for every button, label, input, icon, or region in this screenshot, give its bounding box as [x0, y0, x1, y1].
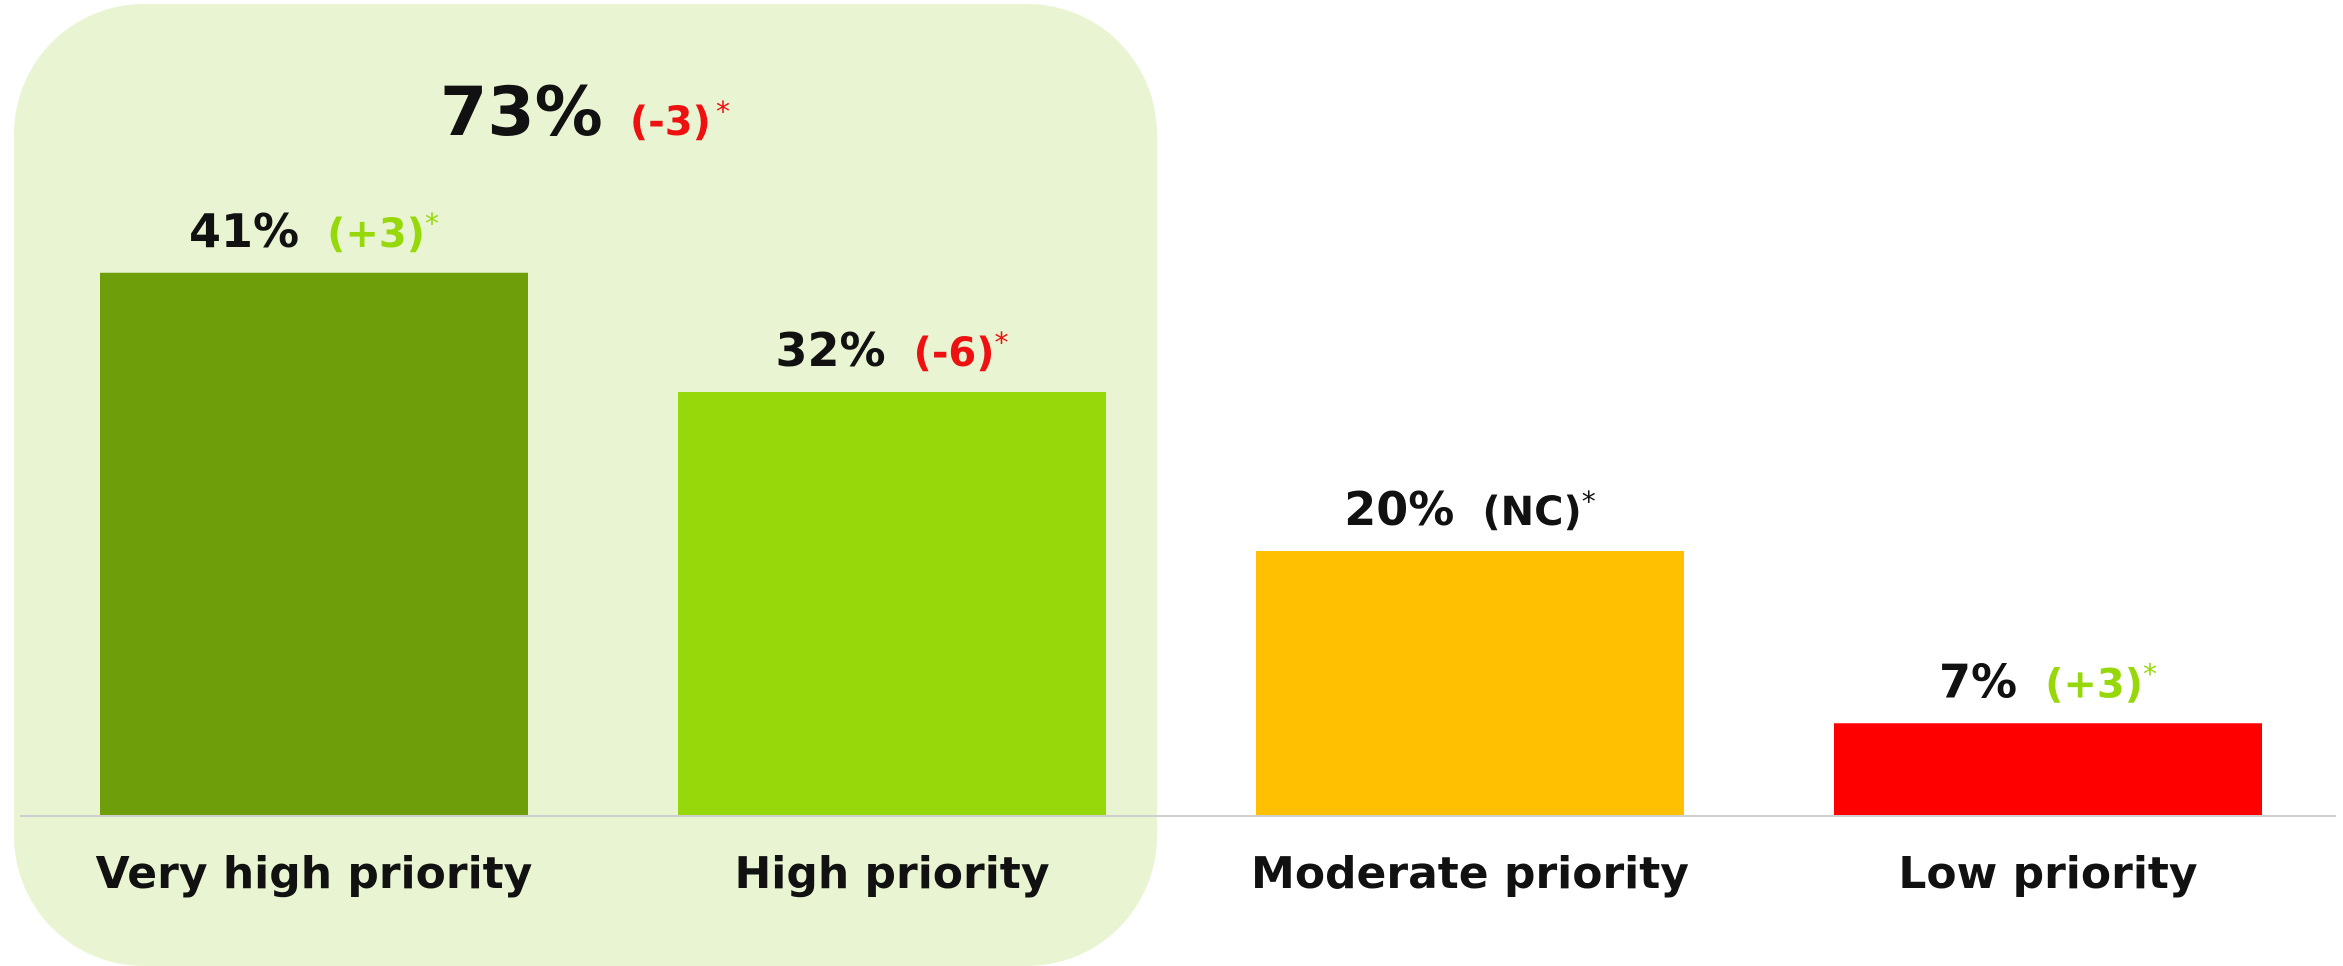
- group-total-label: 73% (-3) *: [440, 73, 730, 152]
- bar-change-marker: *: [425, 207, 439, 240]
- category-label: Very high priority: [96, 848, 533, 899]
- bar-value-label: 20% (NC)*: [1344, 482, 1596, 536]
- bar-change: (NC): [1482, 489, 1581, 535]
- bar-value-label: 32% (-6)*: [775, 323, 1008, 377]
- bar-value-label: 7% (+3)*: [1939, 654, 2157, 708]
- group-total-marker: *: [716, 95, 730, 128]
- bar-change: (-6): [914, 330, 995, 376]
- bar-value: 41%: [189, 204, 299, 258]
- bars-layer: [100, 272, 2262, 816]
- bar-1: [100, 272, 528, 816]
- bar-change-marker: *: [1582, 485, 1596, 518]
- group-total-change: (-3): [630, 99, 711, 145]
- bar-2: [678, 392, 1106, 816]
- bar-value: 7%: [1939, 654, 2017, 708]
- category-label: Moderate priority: [1251, 848, 1689, 899]
- bar-value-label: 41% (+3)*: [189, 204, 439, 258]
- bar-3: [1256, 551, 1684, 816]
- bar-change-marker: *: [995, 326, 1009, 359]
- bar-value: 20%: [1344, 482, 1454, 536]
- bar-change: (+3): [327, 211, 425, 257]
- category-label: High priority: [734, 848, 1049, 899]
- category-label: Low priority: [1898, 848, 2197, 899]
- bar-change: (+3): [2045, 661, 2143, 707]
- bar-change-marker: *: [2143, 657, 2157, 690]
- bar-4: [1834, 723, 2262, 816]
- bar-value: 32%: [775, 323, 885, 377]
- group-total-value: 73%: [440, 73, 603, 152]
